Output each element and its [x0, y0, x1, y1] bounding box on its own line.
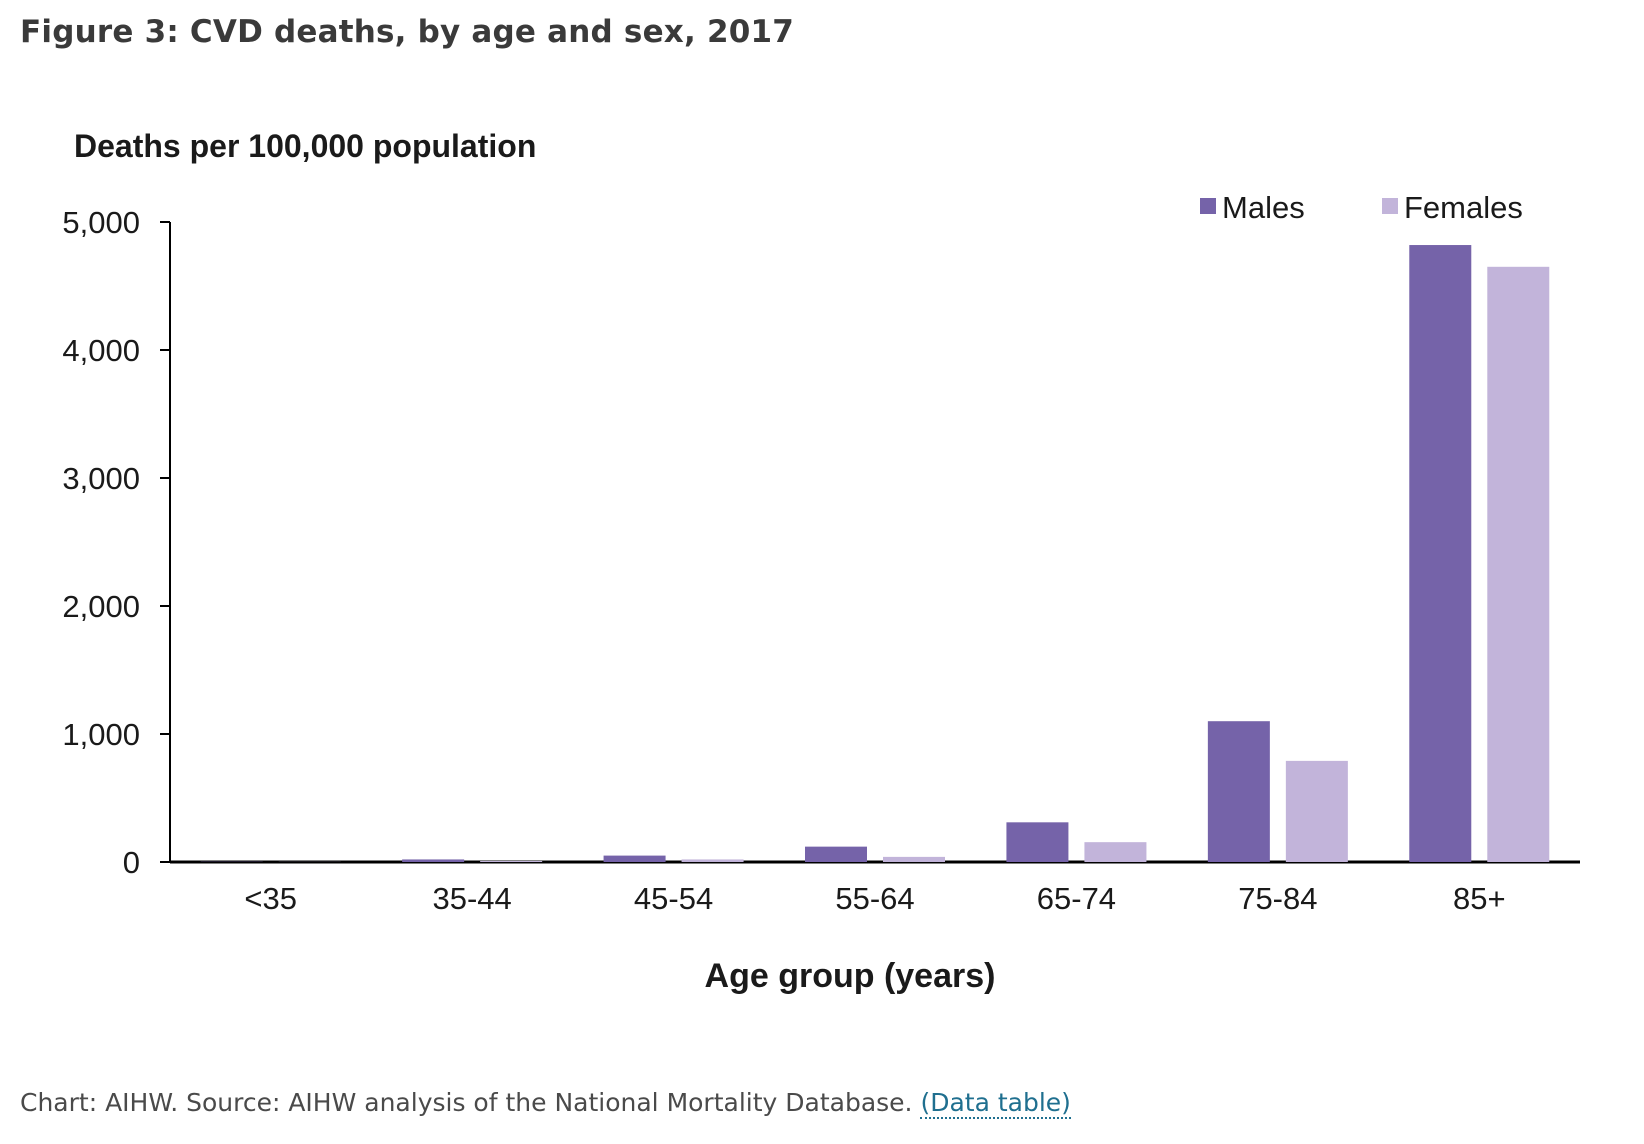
y-axis-label: Deaths per 100,000 population: [74, 128, 536, 164]
figure-title: Figure 3: CVD deaths, by age and sex, 20…: [20, 14, 795, 50]
bar-males: [1207, 721, 1270, 862]
bar-males: [402, 859, 465, 862]
y-tick-label: 4,000: [62, 333, 140, 368]
x-tick-label: 75-84: [1238, 881, 1317, 916]
y-tick-label: 2,000: [62, 589, 140, 624]
caption-text: Chart: AIHW. Source: AIHW analysis of th…: [20, 1088, 913, 1117]
y-tick-label: 1,000: [62, 717, 140, 752]
bar-males: [1409, 245, 1472, 863]
bar-males: [603, 855, 666, 862]
y-tick-label: 3,000: [62, 461, 140, 496]
x-tick-label: 85+: [1453, 881, 1506, 916]
y-axis: 0 1,000 2,000 3,000 4,000 5,000: [62, 205, 171, 880]
legend-swatch: [1200, 198, 1216, 214]
bar-females: [883, 856, 945, 862]
x-tick-label: <35: [244, 881, 297, 916]
chart-caption: Chart: AIHW. Source: AIHW analysis of th…: [20, 1088, 1071, 1119]
y-tick-label: 0: [123, 845, 140, 880]
data-table-link[interactable]: (Data table): [920, 1088, 1071, 1119]
legend-label: Females: [1404, 190, 1523, 225]
x-axis-label: Age group (years): [705, 957, 996, 995]
bar-females: [480, 860, 543, 862]
legend-label: Males: [1222, 190, 1305, 225]
x-tick-label: 65-74: [1037, 881, 1116, 916]
legend-swatch: [1382, 198, 1398, 214]
bar-females: [1487, 266, 1550, 862]
x-axis: <35 35-44 45-54 55-64 65-74 75-84 85+: [170, 860, 1580, 916]
bars: [200, 245, 1550, 863]
x-tick-label: 35-44: [432, 881, 511, 916]
bar-males: [1006, 822, 1069, 862]
bar-females: [681, 859, 744, 862]
x-tick-label: 55-64: [835, 881, 914, 916]
legend: Males Females: [1200, 190, 1523, 225]
bar-males: [805, 846, 867, 862]
x-tick-label: 45-54: [634, 881, 713, 916]
bar-females: [1084, 842, 1147, 862]
bar-females: [1285, 760, 1348, 862]
y-tick-label: 5,000: [62, 205, 140, 240]
